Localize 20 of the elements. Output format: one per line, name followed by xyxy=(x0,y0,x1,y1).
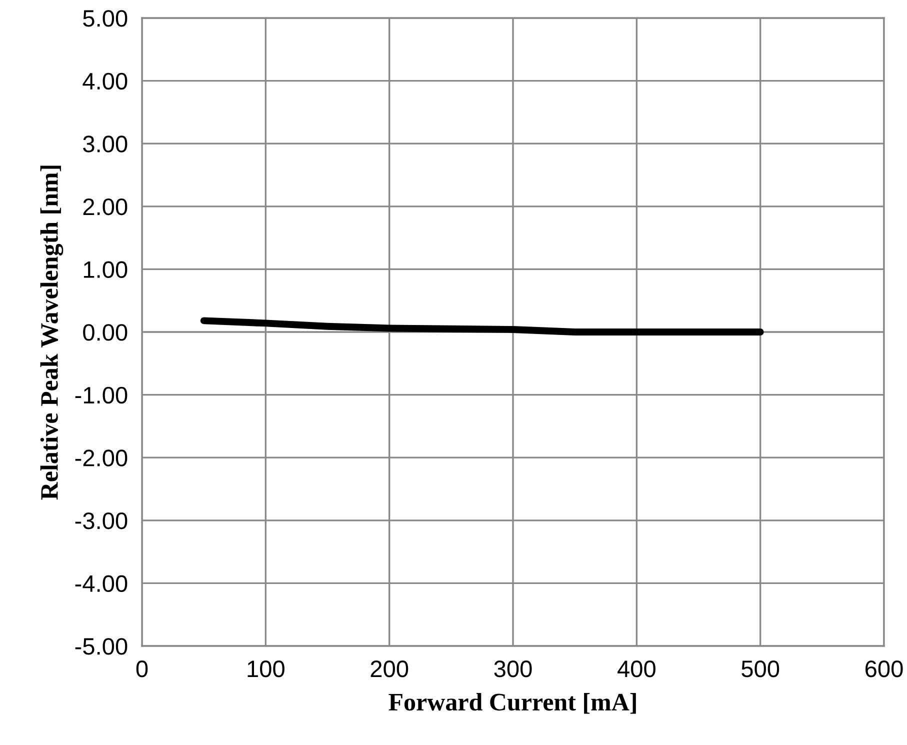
x-axis-title: Forward Current [mA] xyxy=(388,693,636,714)
y-tick-label: -5.00 xyxy=(75,638,128,655)
x-tick-label: 100 xyxy=(248,660,284,678)
x-tick-label: 600 xyxy=(866,660,903,678)
y-tick-label: -1.00 xyxy=(75,386,128,404)
y-tick-label: -4.00 xyxy=(75,575,128,592)
y-tick-label: 3.00 xyxy=(83,136,128,152)
x-tick-label: 400 xyxy=(618,660,656,678)
y-axis-title: Relative Peak Wavelength [nm] xyxy=(40,166,64,500)
x-tick-label: 500 xyxy=(742,660,780,678)
x-tick-label: 200 xyxy=(370,660,408,678)
y-tick-label: -3.00 xyxy=(75,512,128,530)
y-tick-label: 0.00 xyxy=(83,324,128,341)
y-tick-label: 1.00 xyxy=(84,261,128,278)
x-tick-label: 0 xyxy=(136,660,148,678)
y-tick-label: 4.00 xyxy=(82,72,128,90)
x-tick-label: 300 xyxy=(494,660,532,678)
y-tick-label: 2.00 xyxy=(83,198,128,216)
y-tick-label: -2.00 xyxy=(75,450,128,466)
y-tick-label: 5.00 xyxy=(83,10,128,27)
